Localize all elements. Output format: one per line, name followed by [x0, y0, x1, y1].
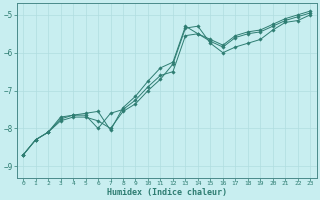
X-axis label: Humidex (Indice chaleur): Humidex (Indice chaleur)	[107, 188, 227, 197]
